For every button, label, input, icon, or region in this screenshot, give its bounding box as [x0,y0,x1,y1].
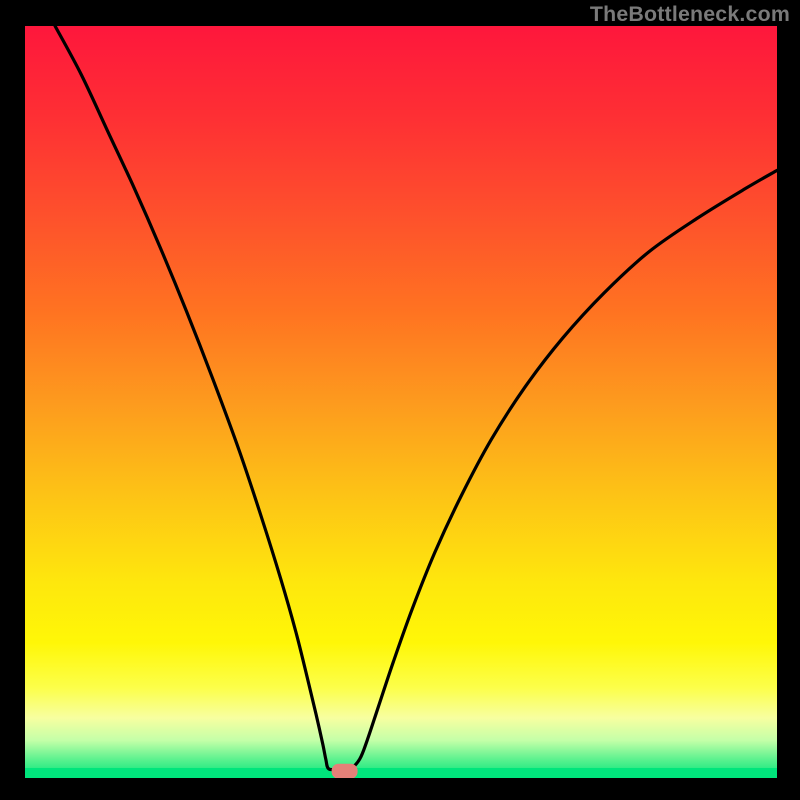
chart-stage: TheBottleneck.com [0,0,800,800]
optimum-marker [25,26,777,778]
plot-area [25,26,777,778]
watermark-text: TheBottleneck.com [590,2,790,27]
